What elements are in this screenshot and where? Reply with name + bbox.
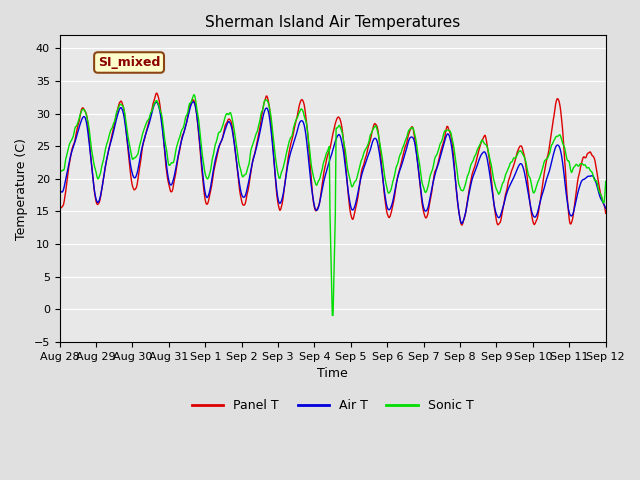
Title: Sherman Island Air Temperatures: Sherman Island Air Temperatures <box>205 15 460 30</box>
Panel T <box>458 222 466 228</box>
Sonic T <box>177 129 185 134</box>
Panel T <box>56 202 63 208</box>
Air T <box>416 177 424 183</box>
Air T <box>602 205 609 211</box>
Air T <box>189 99 197 105</box>
Sonic T <box>602 179 609 184</box>
Sonic T <box>190 92 198 97</box>
Panel T <box>602 210 609 216</box>
Panel T <box>66 160 74 166</box>
Air T <box>56 188 63 193</box>
Sonic T <box>66 141 74 147</box>
Panel T <box>122 123 129 129</box>
Air T <box>177 139 185 145</box>
Air T <box>458 220 466 226</box>
Panel T <box>207 187 214 192</box>
Panel T <box>400 150 408 156</box>
Sonic T <box>417 167 424 173</box>
Line: Sonic T: Sonic T <box>60 95 605 315</box>
Air T <box>66 157 74 163</box>
Air T <box>207 183 214 189</box>
Sonic T <box>401 141 408 146</box>
X-axis label: Time: Time <box>317 367 348 380</box>
Panel T <box>178 134 186 140</box>
Panel T <box>153 90 161 96</box>
Legend: Panel T, Air T, Sonic T: Panel T, Air T, Sonic T <box>187 394 479 417</box>
Sonic T <box>122 118 129 123</box>
Sonic T <box>329 312 337 318</box>
Air T <box>400 156 408 161</box>
Air T <box>122 126 129 132</box>
Line: Air T: Air T <box>60 102 605 223</box>
Y-axis label: Temperature (C): Temperature (C) <box>15 138 28 240</box>
Sonic T <box>207 166 214 172</box>
Line: Panel T: Panel T <box>60 93 605 225</box>
Sonic T <box>56 168 63 173</box>
Panel T <box>416 177 424 183</box>
Text: SI_mixed: SI_mixed <box>98 56 160 69</box>
